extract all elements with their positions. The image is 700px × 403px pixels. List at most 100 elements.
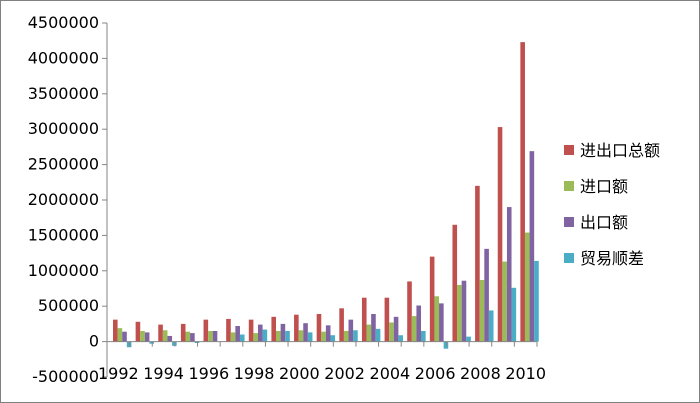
bar-1993-series-2 — [144, 332, 150, 342]
bar-2010-series-2 — [529, 151, 535, 342]
legend-label: 贸易顺差 — [580, 249, 644, 268]
bar-2010-series-3 — [534, 260, 539, 342]
bar-1995-series-3 — [194, 341, 200, 344]
bar-2005-series-0 — [407, 281, 412, 342]
bar-2002-series-1 — [343, 330, 349, 342]
bar-2003-series-2 — [371, 313, 376, 342]
bar-1998-series-0 — [248, 319, 254, 342]
y-tick-label: 2000000 — [28, 190, 99, 209]
legend-label: 进出口总额 — [580, 141, 660, 160]
bar-2010-series-1 — [524, 232, 530, 342]
bar-2008-series-0 — [475, 185, 480, 342]
y-tick-label: 3500000 — [28, 84, 99, 103]
x-tick-label: 1996 — [188, 364, 229, 383]
bar-2002-series-2 — [348, 319, 354, 342]
bar-2003-series-1 — [366, 324, 372, 342]
bar-2002-series-3 — [353, 330, 358, 342]
bar-1999-series-2 — [280, 323, 286, 342]
bar-1994-series-0 — [158, 324, 163, 342]
bar-2004-series-3 — [398, 335, 403, 342]
bar-2008-series-3 — [488, 310, 494, 342]
bar-1997-series-3 — [239, 334, 245, 342]
bar-2009-series-3 — [511, 287, 517, 342]
bar-2000-series-3 — [307, 332, 313, 342]
bar-1997-series-0 — [226, 318, 231, 342]
bar-2006-series-2 — [439, 303, 444, 342]
bar-2001-series-2 — [325, 325, 331, 342]
bar-1994-series-3 — [172, 341, 177, 346]
bar-1999-series-0 — [271, 316, 277, 342]
bar-1992-series-1 — [117, 328, 123, 342]
x-tick-label: 2008 — [460, 364, 501, 383]
series-3-bars — [126, 260, 539, 349]
series-2-bars — [122, 151, 535, 342]
bar-2000-series-0 — [294, 314, 299, 342]
bar-1999-series-3 — [285, 330, 290, 342]
bar-2007-series-3 — [466, 336, 471, 342]
bar-2005-series-3 — [421, 330, 426, 342]
bar-2004-series-1 — [389, 322, 394, 342]
bar-1996-series-1 — [208, 330, 213, 342]
bar-2007-series-0 — [452, 224, 458, 342]
bar-2007-series-1 — [457, 284, 462, 342]
bar-1999-series-1 — [276, 330, 281, 342]
bar-2009-series-1 — [502, 261, 507, 342]
legend-label: 进口额 — [580, 177, 628, 196]
bar-2009-series-0 — [497, 127, 503, 342]
x-tick-label: 2006 — [415, 364, 456, 383]
bar-2004-series-2 — [393, 316, 399, 342]
bar-2005-series-2 — [416, 305, 422, 342]
bar-1995-series-0 — [180, 323, 186, 342]
y-tick-label: 1500000 — [28, 225, 99, 244]
y-tick-label: 1000000 — [28, 261, 99, 280]
bar-1993-series-1 — [140, 330, 145, 342]
x-axis: 1992 1994 1996 1998 2000 2002 2004 2006 2008 2010 — [98, 341, 546, 383]
bar-1992-series-3 — [126, 341, 132, 348]
bar-1998-series-3 — [262, 329, 268, 342]
bar-2003-series-3 — [375, 328, 381, 342]
bar-1997-series-2 — [235, 326, 240, 342]
bar-2004-series-0 — [384, 297, 390, 342]
bar-2000-series-2 — [303, 323, 308, 342]
bar-2008-series-1 — [479, 280, 485, 342]
bar-1998-series-1 — [253, 333, 258, 342]
series-0-bars — [113, 42, 525, 342]
x-tick-label: 1992 — [98, 364, 139, 383]
bar-1996-series-0 — [203, 319, 209, 342]
bar-1994-series-1 — [162, 330, 168, 342]
bar-1998-series-2 — [257, 324, 263, 342]
legend-swatch — [564, 145, 574, 155]
bar-2003-series-0 — [361, 297, 367, 342]
x-tick-label: 1994 — [143, 364, 184, 383]
bar-1992-series-2 — [122, 331, 127, 342]
legend-label: 出口额 — [580, 213, 628, 232]
bar-2002-series-0 — [339, 308, 344, 342]
y-tick-label: 500000 — [38, 296, 99, 315]
bar-2006-series-1 — [434, 296, 440, 342]
bar-2008-series-2 — [484, 248, 489, 342]
bars — [113, 42, 539, 349]
bar-2005-series-1 — [411, 316, 417, 342]
x-tick-label: 2000 — [279, 364, 320, 383]
legend-swatch — [564, 181, 574, 191]
y-tick-label: 4500000 — [28, 13, 99, 32]
bar-2001-series-0 — [316, 313, 322, 342]
bar-1995-series-1 — [185, 331, 191, 342]
x-tick-label: 2002 — [324, 364, 365, 383]
bar-2000-series-1 — [298, 330, 304, 342]
bar-1993-series-0 — [135, 321, 141, 342]
y-tick-label: 0 — [89, 332, 99, 351]
y-tick-label: 4000000 — [28, 48, 99, 67]
bar-1995-series-2 — [190, 333, 195, 342]
bar-1993-series-3 — [149, 341, 155, 344]
bar-1996-series-2 — [212, 330, 218, 342]
x-tick-label: 2010 — [505, 364, 546, 383]
bar-2001-series-1 — [321, 331, 326, 342]
legend-swatch — [564, 253, 574, 263]
bar-2010-series-0 — [520, 42, 525, 342]
legend-swatch — [564, 217, 574, 227]
bar-2007-series-2 — [461, 280, 467, 342]
